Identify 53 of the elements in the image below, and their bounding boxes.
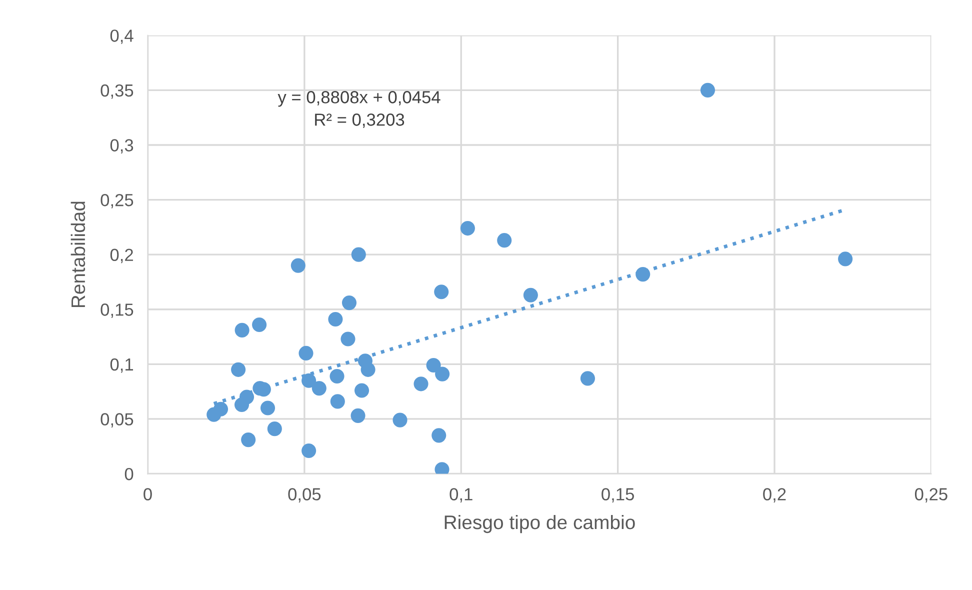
point [523, 288, 538, 302]
point [290, 258, 306, 273]
point [460, 221, 475, 236]
y-axis-title: Rentabilidad [70, 202, 86, 308]
x-tick-label: 0,25 [914, 488, 948, 502]
point [497, 233, 512, 248]
point [426, 358, 441, 373]
point [700, 82, 716, 98]
point [360, 362, 376, 377]
point [213, 402, 228, 416]
point [340, 332, 356, 346]
point [351, 247, 366, 262]
point [312, 381, 326, 396]
point [580, 371, 596, 386]
point [252, 317, 267, 332]
point [330, 394, 345, 409]
point [267, 422, 282, 436]
point [392, 412, 408, 428]
point [234, 322, 250, 338]
point [636, 267, 650, 282]
y-tick-label: 0,25 [100, 194, 134, 208]
point [302, 373, 316, 388]
x-axis-title: Riesgo tipo de cambio [444, 514, 635, 534]
point [354, 383, 370, 398]
y-tick-label: 0,15 [100, 304, 134, 318]
point [434, 284, 449, 300]
point [838, 252, 853, 266]
x-tick-label: 0 [144, 488, 152, 500]
point [298, 346, 314, 360]
y-tick-label: 0,4 [110, 30, 134, 44]
annotation: y = 0,8808x + 0,0454 R² = 0,3203 [278, 91, 440, 128]
y-tick-label: 0,1 [110, 358, 134, 373]
point [260, 400, 276, 416]
y-tick-label: 0,35 [100, 84, 134, 99]
point [350, 408, 366, 423]
y-tick-label: 0,2 [110, 248, 133, 264]
y-tick-label: 0 [124, 468, 134, 480]
point [239, 390, 254, 404]
x-tick-label: 0,15 [602, 488, 634, 502]
point [435, 366, 450, 382]
point [414, 376, 428, 392]
x-tick-label: 0,2 [763, 488, 786, 502]
x-tick-label: 0,1 [450, 488, 472, 502]
point [330, 368, 344, 384]
point [432, 428, 446, 443]
point [342, 296, 357, 310]
point [328, 312, 343, 327]
point [231, 362, 246, 377]
y-tick-label: 0,3 [110, 139, 134, 154]
y-tick-label: 0,05 [100, 413, 134, 428]
point [241, 432, 256, 448]
x-tick-label: 0,05 [288, 488, 321, 502]
point [302, 443, 316, 458]
